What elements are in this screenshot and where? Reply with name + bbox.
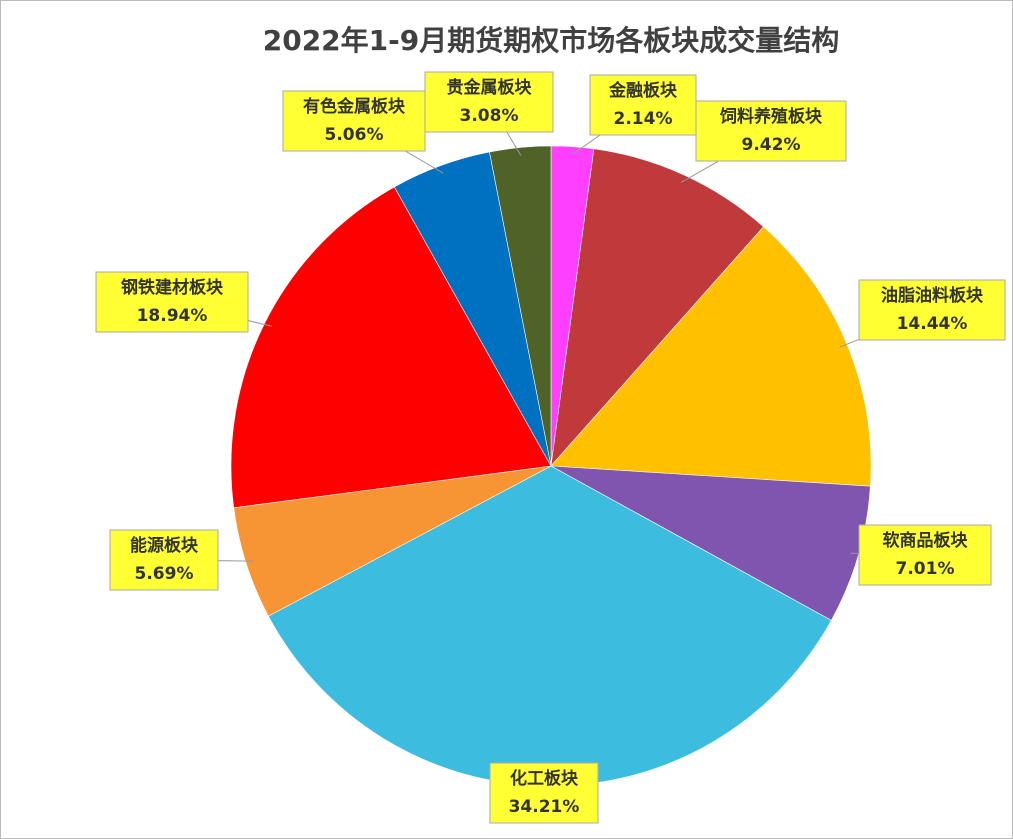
label-value: 5.69%: [135, 564, 194, 584]
label-box: [489, 762, 599, 824]
label-box: [109, 529, 219, 591]
pie-slice: [230, 186, 552, 509]
label-category: 金融板块: [608, 80, 678, 101]
label-category: 贵金属板块: [447, 77, 533, 98]
label-value: 5.06%: [325, 125, 384, 145]
label-value: 18.94%: [137, 306, 208, 326]
label-value: 14.44%: [897, 314, 968, 334]
pie-slice: [550, 148, 764, 467]
label-category: 钢铁建材板块: [121, 277, 224, 298]
label-value: 34.21%: [509, 797, 580, 817]
chart-title: 2022年1-9月期货期权市场各板块成交量结构: [263, 24, 840, 57]
label-box: [695, 100, 847, 162]
label-value: 9.42%: [742, 135, 801, 155]
label-category: 油脂油料板块: [881, 285, 984, 306]
label-category: 化工板块: [510, 768, 579, 789]
label-box: [424, 71, 554, 133]
label-value: 3.08%: [460, 106, 519, 126]
label-value: 2.14%: [614, 109, 673, 129]
label-value: 7.01%: [896, 559, 955, 579]
label-box: [858, 524, 992, 586]
label-box: [858, 279, 1006, 341]
label-category: 有色金属板块: [303, 96, 406, 117]
pie-slice: [489, 145, 552, 467]
pie-slice: [550, 465, 871, 621]
label-box: [95, 271, 249, 333]
label-category: 能源板块: [130, 535, 199, 556]
label-category: 软商品板块: [883, 530, 969, 551]
label-category: 饲料养殖板块: [719, 106, 823, 127]
